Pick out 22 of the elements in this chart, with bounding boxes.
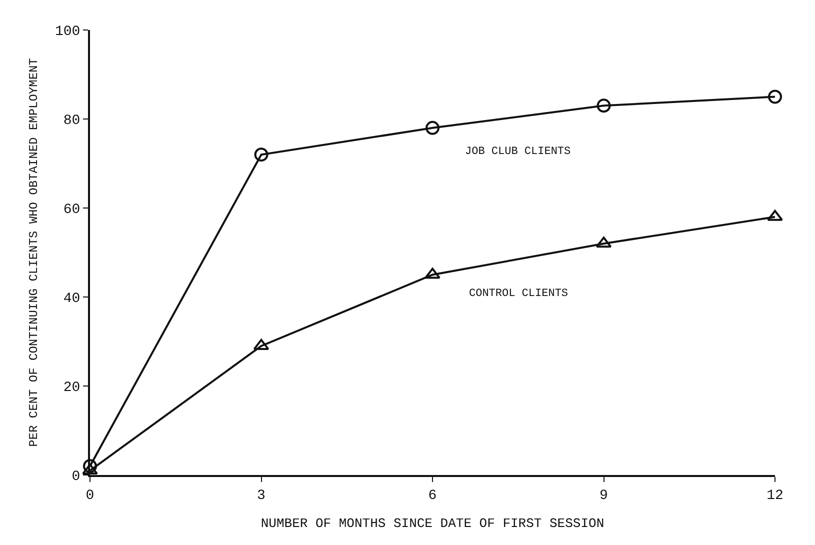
y-tick-label: 60 (63, 202, 80, 218)
x-tick-label: 3 (257, 488, 266, 504)
y-tick-label: 80 (63, 112, 80, 129)
y-tick-label: 20 (63, 380, 80, 396)
point (254, 148, 268, 162)
y-axis-title: PER CENT OF CONTINUING CLIENTS WHO OBTAINED EMPLOYMENT (26, 58, 41, 447)
y-tick-label: 0 (72, 468, 80, 485)
series-label: CONTROL CLIENTS (469, 288, 568, 300)
x-tick-label: 12 (766, 488, 784, 504)
point (82, 464, 98, 475)
point (767, 210, 783, 221)
point (596, 98, 611, 113)
point (424, 268, 440, 279)
x-axis-title: NUMBER OF MONTHS SINCE DATE OF FIRST SESSION (260, 516, 604, 531)
x-tick-label: 6 (428, 488, 437, 504)
x-tick-label: 9 (600, 488, 608, 504)
point (426, 120, 440, 135)
point (768, 90, 782, 104)
x-tick-label: 0 (86, 488, 94, 504)
y-tick-label: 100 (54, 24, 80, 40)
y-tick-label: 40 (63, 290, 80, 307)
text: JOB CLUB CLIENTS (465, 146, 572, 158)
